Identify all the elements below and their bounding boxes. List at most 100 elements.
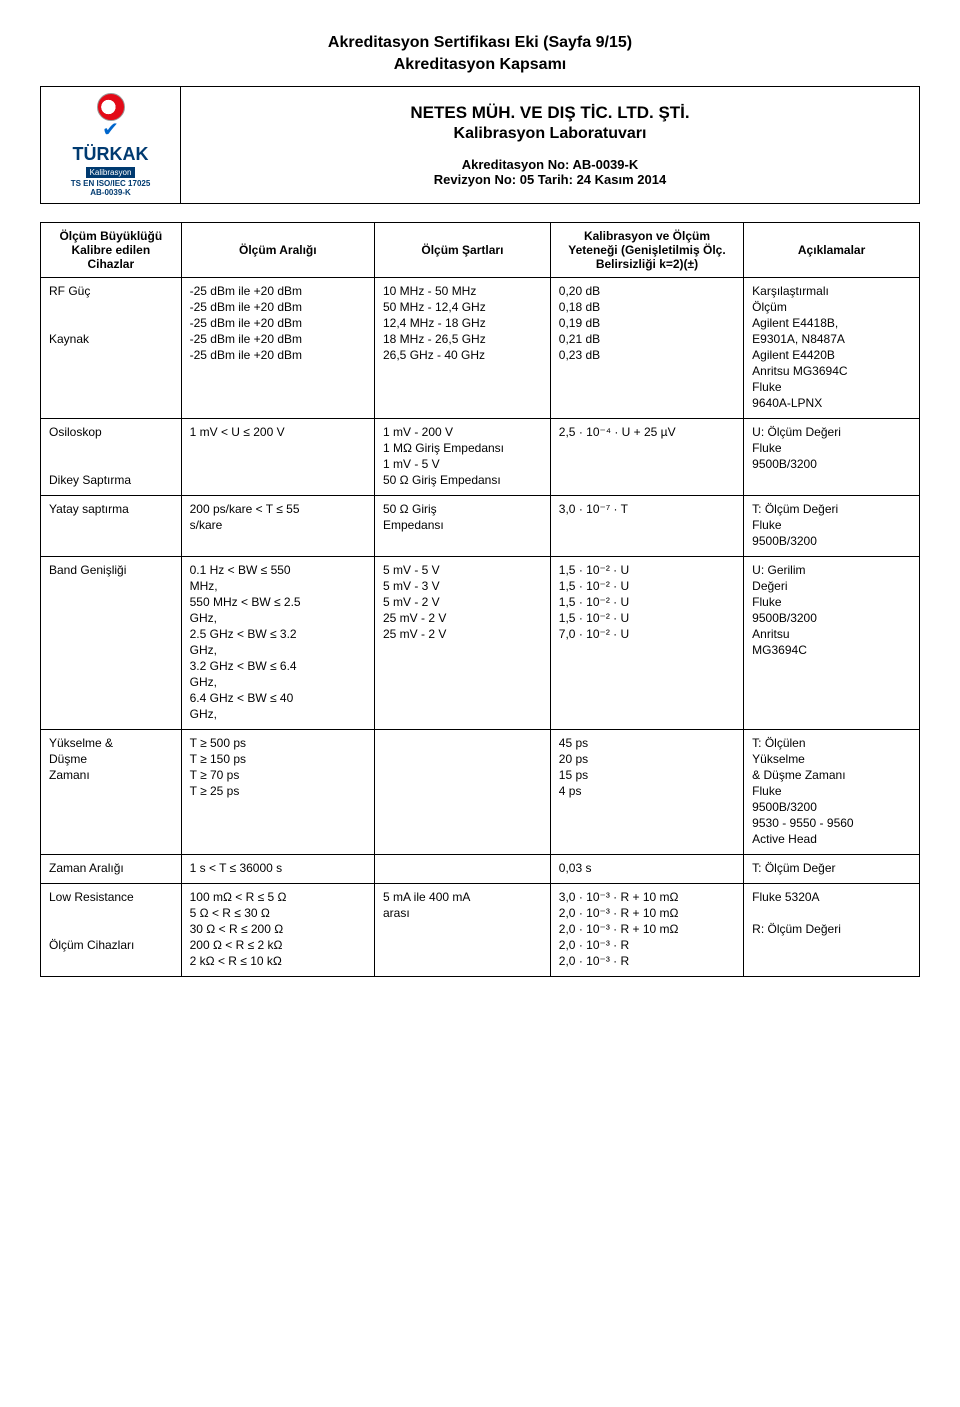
cell-line: 3,0 · 10⁻³ · R + 10 mΩ [559,890,735,904]
col-header-5: Açıklamalar [744,223,920,278]
check-icon: ✔ [102,117,119,142]
cell-line: 0,18 dB [559,300,735,314]
cell-line: 25 mV - 2 V [383,611,542,625]
cell-line: Yükselme & [49,736,173,750]
table-cell: 1 s < T ≤ 36000 s [181,855,374,884]
cell-line: 1,5 · 10⁻² · U [559,611,735,625]
cell-line: 200 ps/kare < T ≤ 55 [190,502,366,516]
company-name: NETES MÜH. VE DIŞ TİC. LTD. ŞTİ. [197,103,903,123]
table-cell: 0.1 Hz < BW ≤ 550MHz, 550 MHz < BW ≤ 2.5… [181,557,374,730]
cell-line: 6.4 GHz < BW ≤ 40 [190,691,366,705]
cell-line: Karşılaştırmalı [752,284,911,298]
table-cell: 3,0 · 10⁻³ · R + 10 mΩ2,0 · 10⁻³ · R + 1… [550,884,743,977]
table-cell: KarşılaştırmalıÖlçümAgilent E4418B,E9301… [744,278,920,419]
table-cell: 50 Ω Giriş Empedansı [375,496,551,557]
cell-line [49,906,173,920]
cell-line: Yükselme [752,752,911,766]
table-row: Osiloskop Dikey Saptırma1 mV < U ≤ 200 V… [41,419,920,496]
cell-line: 30 Ω < R ≤ 200 Ω [190,922,366,936]
cell-line: arası [383,906,542,920]
cell-line: 1,5 · 10⁻² · U [559,579,735,593]
revision-no: Revizyon No: 05 Tarih: 24 Kasım 2014 [197,172,903,187]
cell-line: 1,5 · 10⁻² · U [559,595,735,609]
cell-line: 9640A-LPNX [752,396,911,410]
cell-line: s/kare [190,518,366,532]
table-cell: 0,03 s [550,855,743,884]
cell-line: T: Ölçüm Değeri [752,502,911,516]
cell-line: 18 MHz - 26,5 GHz [383,332,542,346]
table-cell: Fluke 5320A R: Ölçüm Değeri [744,884,920,977]
cell-line: Zamanı [49,768,173,782]
cell-line: 25 mV - 2 V [383,627,542,641]
cell-line: 26,5 GHz - 40 GHz [383,348,542,362]
table-row: Yatay saptırma 200 ps/kare < T ≤ 55 s/kare… [41,496,920,557]
cell-line: Anritsu [752,627,911,641]
table-cell: 200 ps/kare < T ≤ 55 s/kare [181,496,374,557]
cell-line: 2.5 GHz < BW ≤ 3.2 [190,627,366,641]
cell-line: Agilent E4418B, [752,316,911,330]
cell-line: 100 mΩ < R ≤ 5 Ω [190,890,366,904]
cell-line: Yatay saptırma [49,502,173,516]
cell-line: 45 ps [559,736,735,750]
table-cell: 1,5 · 10⁻² · U 1,5 · 10⁻² · U 1,5 · 10⁻² ·… [550,557,743,730]
table-cell: 45 ps20 ps15 ps4 ps [550,730,743,855]
cell-line: & Düşme Zamanı [752,768,911,782]
header-block: ✔ TÜRKAK Kalibrasyon TS EN ISO/IEC 17025… [40,86,920,204]
table-cell: 1 mV < U ≤ 200 V [181,419,374,496]
cell-line: 3,0 · 10⁻⁷ · T [559,502,735,516]
table-cell: U: GerilimDeğeriFluke9500B/3200AnritsuMG… [744,557,920,730]
cell-line: Empedansı [383,518,542,532]
cell-line: 5 mV - 3 V [383,579,542,593]
logo-ab: AB-0039-K [90,188,130,197]
table-cell: 100 mΩ < R ≤ 5 Ω5 Ω < R ≤ 30 Ω30 Ω < R ≤… [181,884,374,977]
cell-line: 9500B/3200 [752,457,911,471]
cell-line: R: Ölçüm Değeri [752,922,911,936]
cell-line: Band Genişliği [49,563,173,577]
cell-line: T ≥ 150 ps [190,752,366,766]
cell-line: 9500B/3200 [752,534,911,548]
cell-line: 550 MHz < BW ≤ 2.5 [190,595,366,609]
cell-line: 200 Ω < R ≤ 2 kΩ [190,938,366,952]
cell-line: T ≥ 25 ps [190,784,366,798]
cell-line [752,906,911,920]
cell-line: 1 mV - 200 V [383,425,542,439]
table-row: Zaman Aralığı 1 s < T ≤ 36000 s 0,03 s T: … [41,855,920,884]
cell-line: 5 mV - 2 V [383,595,542,609]
cell-line: Anritsu MG3694C [752,364,911,378]
accreditation-table: Ölçüm Büyüklüğü Kalibre edilen Cihazlar … [40,222,920,977]
cell-line: 9500B/3200 [752,800,911,814]
cell-line: T: Ölçüm Değer [752,861,911,875]
cell-line: U: Gerilim [752,563,911,577]
lab-name: Kalibrasyon Laboratuvarı [197,125,903,143]
cell-line: Fluke 5320A [752,890,911,904]
table-row: Band Genişliği 0.1 Hz < BW ≤ 550MHz, 550 … [41,557,920,730]
cell-line: 50 Ω Giriş [383,502,542,516]
cell-line: -25 dBm ile +20 dBm [190,284,366,298]
cell-line [49,300,173,314]
cell-line: 2,5 · 10⁻⁴ · U + 25 µV [559,425,735,439]
cell-line: 1 MΩ Giriş Empedansı [383,441,542,455]
logo-iso: TS EN ISO/IEC 17025 [71,179,151,188]
logo-cal: Kalibrasyon [86,167,136,178]
cell-line: RF Güç [49,284,173,298]
logo-brand: TÜRKAK [73,144,149,165]
cell-line: 0,23 dB [559,348,735,362]
cell-line: Ölçüm [752,300,911,314]
cell-line: 1 s < T ≤ 36000 s [190,861,366,875]
cell-line: Low Resistance [49,890,173,904]
cell-line: 50 MHz - 12,4 GHz [383,300,542,314]
cell-line [383,861,542,875]
table-cell: RF Güç Kaynak [41,278,182,419]
cell-line: 50 Ω Giriş Empedansı [383,473,542,487]
table-cell [375,855,551,884]
table-cell: 5 mA ile 400 mA arası [375,884,551,977]
table-cell: Zaman Aralığı [41,855,182,884]
cell-line: 1,5 · 10⁻² · U [559,563,735,577]
table-row: Low Resistance Ölçüm Cihazları100 mΩ < R… [41,884,920,977]
cell-line: 5 mA ile 400 mA [383,890,542,904]
cell-line: Osiloskop [49,425,173,439]
col-header-4: Kalibrasyon ve Ölçüm Yeteneği (Genişleti… [550,223,743,278]
cell-line: Fluke [752,380,911,394]
table-cell: Band Genişliği [41,557,182,730]
cell-line: 0,20 dB [559,284,735,298]
